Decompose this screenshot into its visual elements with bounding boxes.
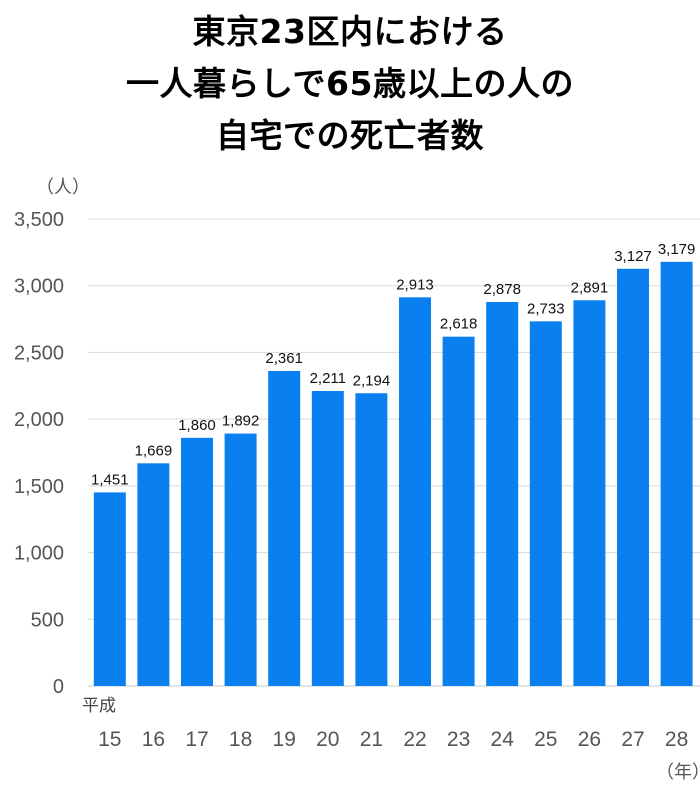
data-labels: 1,451 1,669 1,860 1,892 2,361 2,211 2,194 2,913… xyxy=(91,241,695,489)
x-tick-label: 15 xyxy=(98,728,121,751)
data-label: 2,878 xyxy=(483,281,521,298)
x-tick-label: 18 xyxy=(229,728,252,751)
gridlines xyxy=(88,218,700,687)
data-label: 2,194 xyxy=(353,372,391,389)
bar xyxy=(399,297,431,686)
x-tick-label: 23 xyxy=(447,728,470,751)
data-label: 1,860 xyxy=(178,417,216,434)
y-unit-label: （人） xyxy=(36,177,90,198)
x-tick-label: 20 xyxy=(316,728,339,751)
x-tick-label: 25 xyxy=(534,728,557,751)
chart-title: 東京23区内における 一人暮らしで65歳以上の人の 自宅での死亡者数 xyxy=(0,6,700,162)
y-tick-label: 2,000 xyxy=(14,409,64,431)
y-tick-label: 0 xyxy=(53,676,64,698)
x-tick-label: 27 xyxy=(621,728,644,751)
x-tick-label: 24 xyxy=(491,728,515,751)
data-label: 1,451 xyxy=(91,471,129,488)
data-label: 2,913 xyxy=(396,276,434,293)
bar xyxy=(268,370,301,686)
title-line-2: 一人暮らしで65歳以上の人の xyxy=(126,64,574,103)
data-label: 2,733 xyxy=(527,300,565,317)
data-label: 3,127 xyxy=(614,248,652,265)
x-tick-label: 17 xyxy=(185,728,208,751)
data-label: 1,892 xyxy=(222,413,260,430)
x-tick-label: 26 xyxy=(578,728,601,751)
data-label: 1,669 xyxy=(135,442,173,459)
y-tick-label: 1,000 xyxy=(14,543,64,565)
y-tick-label: 500 xyxy=(31,609,64,631)
x-tick-label: 22 xyxy=(403,728,426,751)
x-axis-ticks: 15 16 17 18 19 20 21 22 23 24 25 26 27 28 xyxy=(98,728,688,751)
y-tick-label: 2,500 xyxy=(14,342,64,364)
bar xyxy=(93,492,126,686)
x-tick-label: 21 xyxy=(360,728,383,751)
y-tick-label: 3,500 xyxy=(14,209,64,231)
bar xyxy=(442,336,475,686)
bar xyxy=(355,393,388,686)
data-label: 2,618 xyxy=(440,316,478,333)
bar xyxy=(137,463,170,686)
data-label: 3,179 xyxy=(658,241,696,258)
bar xyxy=(311,390,344,686)
bar xyxy=(181,437,213,686)
x-tick-label: 19 xyxy=(273,728,296,751)
x-tick-label: 16 xyxy=(142,728,165,751)
x-era-label: 平成 xyxy=(82,696,116,716)
data-label: 2,211 xyxy=(310,370,346,387)
title-line-3: 自宅での死亡者数 xyxy=(216,116,484,155)
y-axis-ticks: 0 500 1,000 1,500 2,000 2,500 3,000 3,500 xyxy=(14,209,64,698)
bar xyxy=(617,268,649,686)
x-unit-label: （年） xyxy=(656,762,700,783)
y-tick-label: 3,000 xyxy=(14,276,64,298)
bar xyxy=(660,261,693,686)
x-tick-label: 28 xyxy=(665,728,688,751)
bar xyxy=(529,321,562,686)
data-label: 2,891 xyxy=(571,279,609,296)
data-label: 2,361 xyxy=(265,350,303,367)
title-line-1: 東京23区内における xyxy=(192,12,508,51)
y-tick-label: 1,500 xyxy=(14,476,64,498)
bar xyxy=(573,300,606,686)
bar xyxy=(486,301,519,686)
bar xyxy=(224,433,257,686)
bars xyxy=(93,261,693,686)
